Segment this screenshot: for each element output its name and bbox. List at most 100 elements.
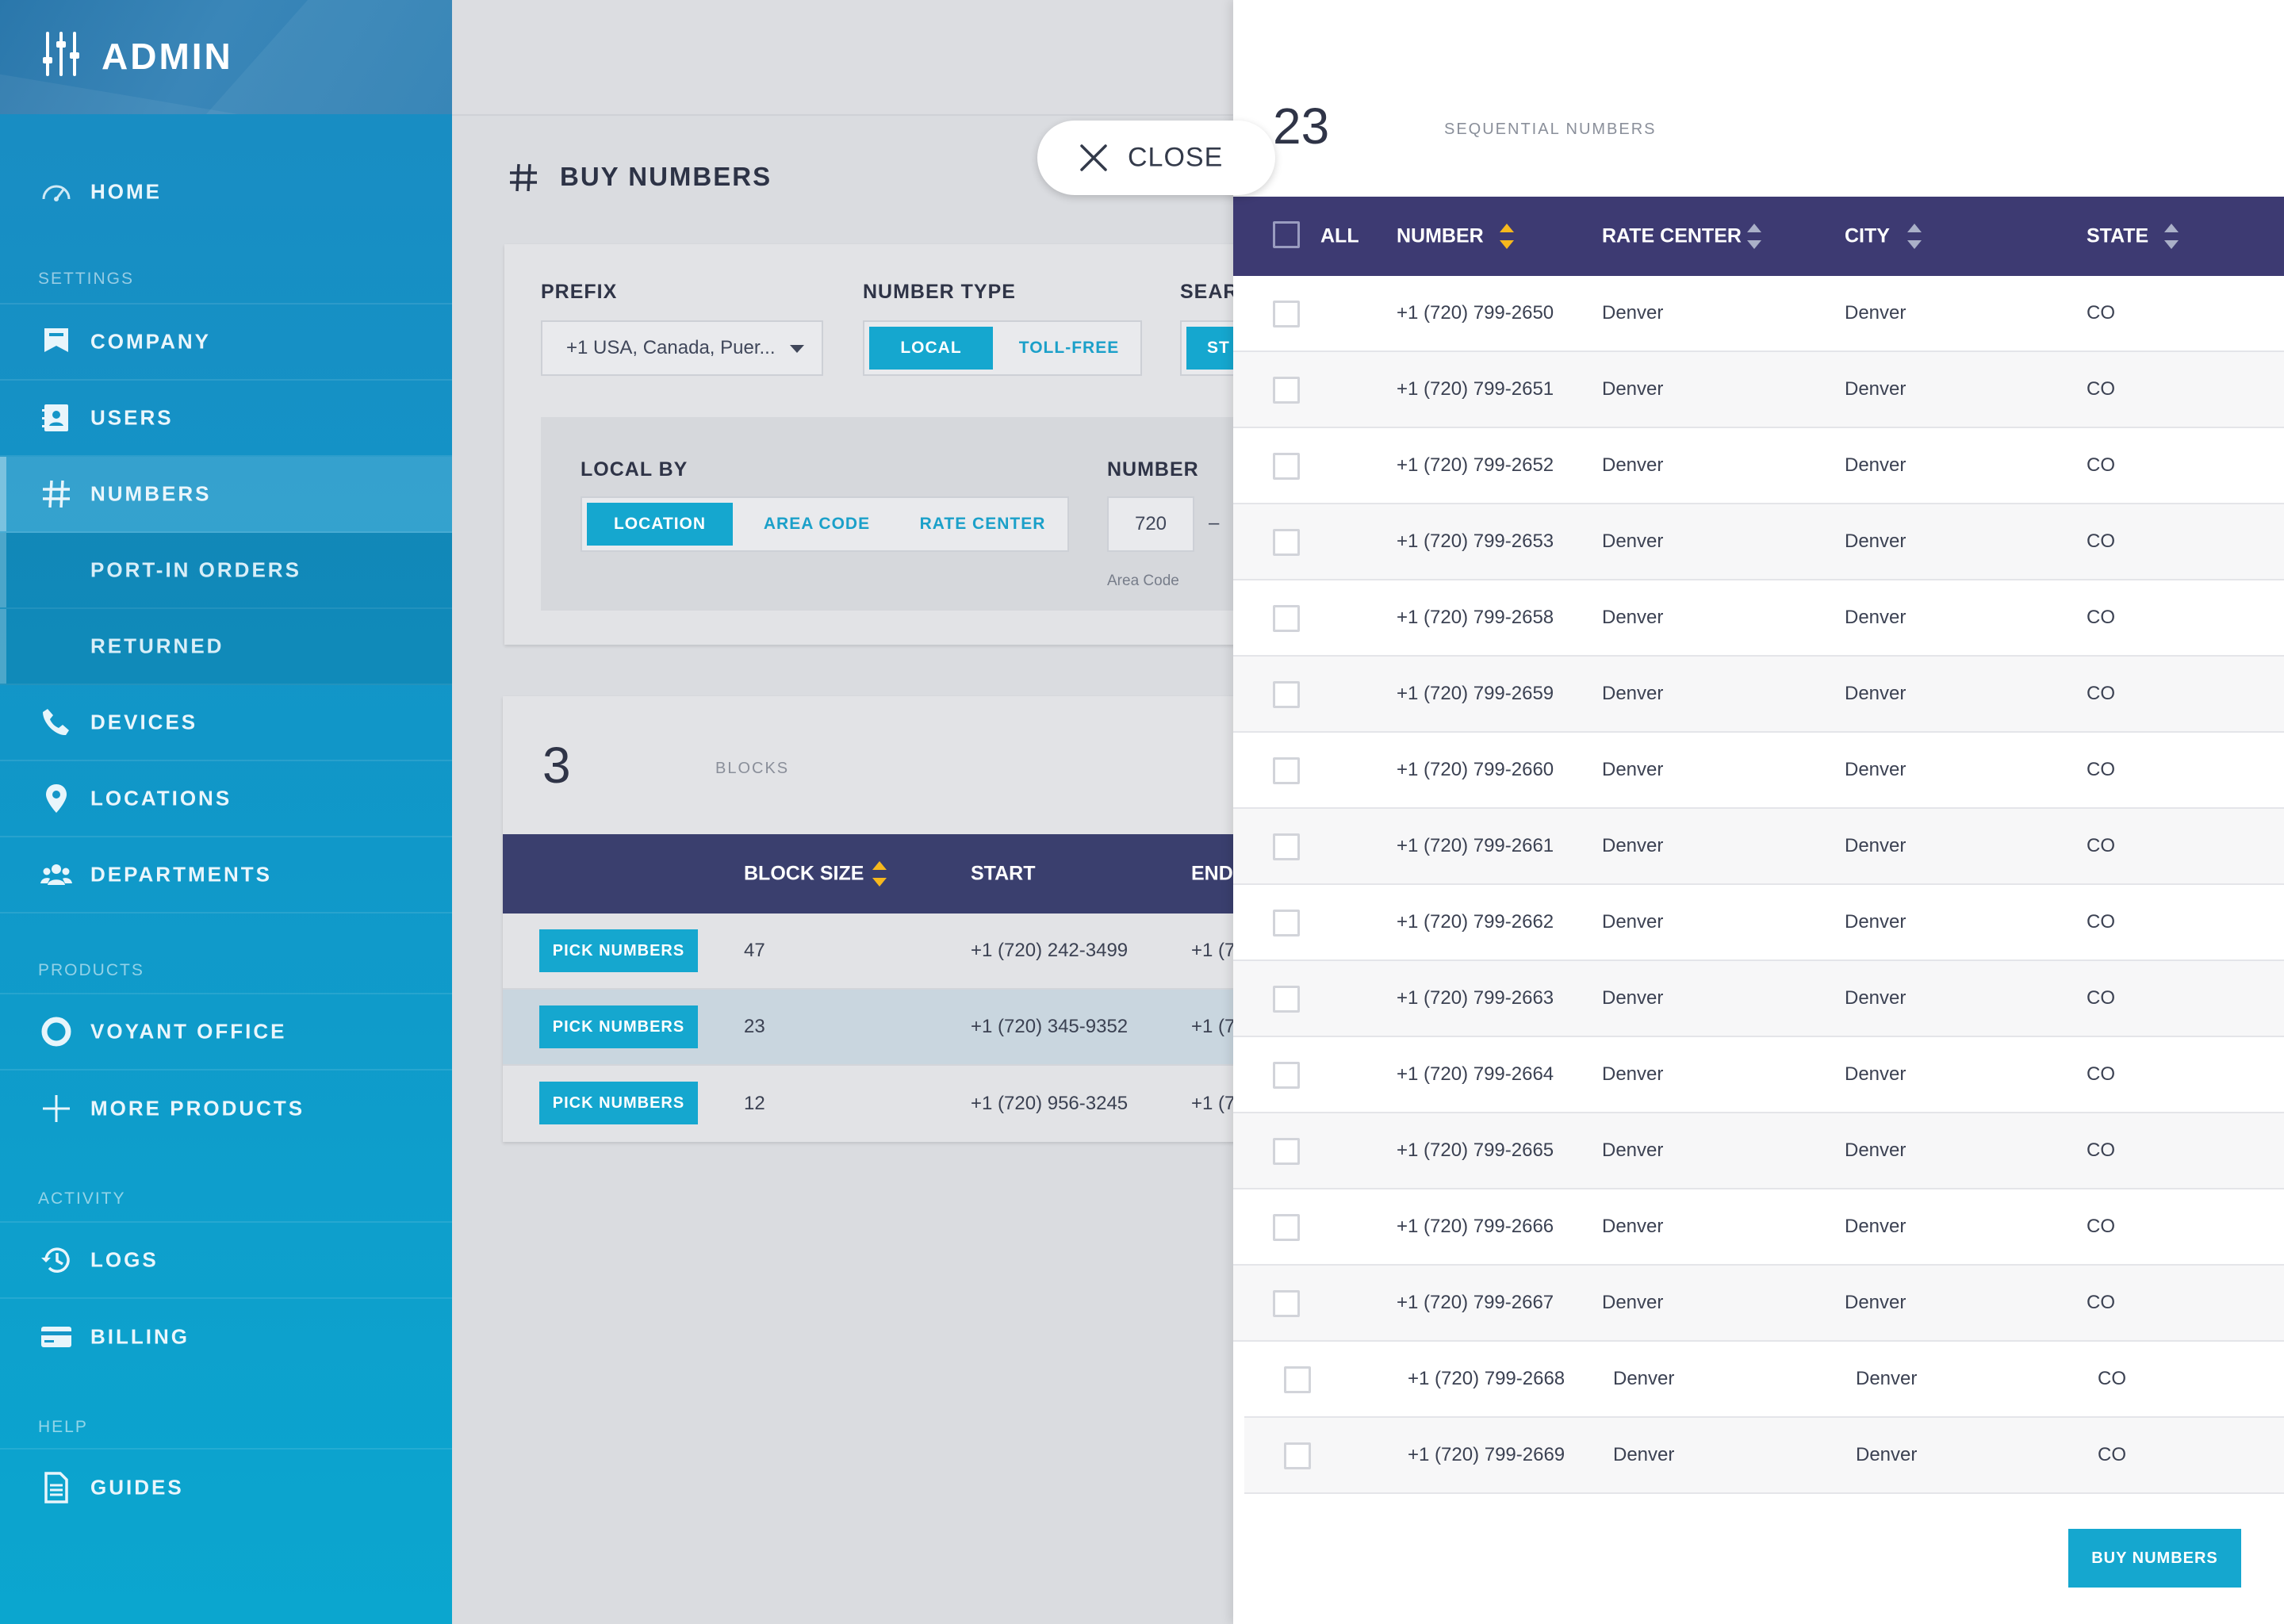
sidebar-item-users[interactable]: USERS xyxy=(0,381,452,457)
phone-icon xyxy=(43,709,69,736)
row-checkbox[interactable] xyxy=(1273,377,1300,404)
table-row[interactable]: +1 (720) 799-2652 Denver Denver CO xyxy=(1233,428,2284,504)
col-number[interactable]: NUMBER xyxy=(1397,224,1484,247)
table-row[interactable]: +1 (720) 799-2664 Denver Denver CO xyxy=(1233,1037,2284,1113)
search-toggle: ST xyxy=(1180,320,1244,376)
row-checkbox[interactable] xyxy=(1273,605,1300,632)
table-row[interactable]: +1 (720) 799-2668 Denver Denver CO xyxy=(1244,1342,2284,1418)
divider xyxy=(0,1221,452,1223)
sidebar-item-home[interactable]: HOME xyxy=(0,154,452,230)
buy-numbers-button[interactable]: BUY NUMBERS xyxy=(2068,1529,2241,1588)
local-by-rate-center[interactable]: RATE CENTER xyxy=(919,515,1046,533)
sidebar-subitem-port-in-orders[interactable]: PORT-IN ORDERS xyxy=(0,533,452,609)
area-code-input[interactable]: 720 xyxy=(1107,496,1194,552)
col-city[interactable]: CITY xyxy=(1845,224,1890,247)
number-cell: +1 (720) 799-2667 xyxy=(1397,1292,1554,1313)
rate-center-cell: Denver xyxy=(1602,683,1664,704)
sidebar-item-label: HOME xyxy=(90,179,162,204)
pick-numbers-button[interactable]: PICK NUMBERS xyxy=(539,929,698,972)
table-row[interactable]: +1 (720) 799-2660 Denver Denver CO xyxy=(1233,733,2284,809)
local-by-area-code[interactable]: AREA CODE xyxy=(763,515,871,533)
sequential-count-label: SEQUENTIAL NUMBERS xyxy=(1444,121,1657,138)
row-checkbox[interactable] xyxy=(1273,757,1300,784)
number-cell: +1 (720) 799-2651 xyxy=(1397,378,1554,400)
local-by-location[interactable]: LOCATION xyxy=(587,503,733,546)
row-checkbox[interactable] xyxy=(1273,681,1300,708)
rate-center-cell: Denver xyxy=(1602,607,1664,628)
rate-center-cell: Denver xyxy=(1602,1216,1664,1237)
col-state[interactable]: STATE xyxy=(2087,224,2149,247)
col-end[interactable]: END xyxy=(1191,862,1233,885)
row-checkbox[interactable] xyxy=(1273,1290,1300,1317)
sidebar-item-devices[interactable]: DEVICES xyxy=(0,685,452,761)
blocks-count: 3 xyxy=(542,737,571,794)
table-row[interactable]: +1 (720) 799-2666 Denver Denver CO xyxy=(1233,1189,2284,1266)
sidebar-item-billing[interactable]: BILLING xyxy=(0,1299,452,1375)
sort-icon[interactable] xyxy=(872,861,887,887)
sidebar-item-more-products[interactable]: MORE PRODUCTS xyxy=(0,1071,452,1147)
table-row[interactable]: +1 (720) 799-2659 Denver Denver CO xyxy=(1233,657,2284,733)
table-row[interactable]: +1 (720) 799-2662 Denver Denver CO xyxy=(1233,885,2284,961)
sidebar-item-departments[interactable]: DEPARTMENTS xyxy=(0,837,452,914)
row-checkbox[interactable] xyxy=(1273,1138,1300,1165)
state-cell: CO xyxy=(2087,378,2115,400)
sidebar-item-locations[interactable]: LOCATIONS xyxy=(0,761,452,837)
row-checkbox[interactable] xyxy=(1273,833,1300,860)
state-cell: CO xyxy=(2087,1216,2115,1237)
col-rate-center[interactable]: RATE CENTER xyxy=(1602,224,1742,247)
row-checkbox[interactable] xyxy=(1273,301,1300,327)
table-row[interactable]: +1 (720) 799-2669 Denver Denver CO xyxy=(1244,1418,2284,1494)
local-by-panel: LOCAL BY LOCATION AREA CODE RATE CENTER … xyxy=(541,417,1237,611)
pick-numbers-button[interactable]: PICK NUMBERS xyxy=(539,1082,698,1124)
table-row[interactable]: +1 (720) 799-2661 Denver Denver CO xyxy=(1233,809,2284,885)
sidebar-subitem-returned[interactable]: RETURNED xyxy=(0,609,452,685)
row-checkbox[interactable] xyxy=(1273,1214,1300,1241)
table-row[interactable]: +1 (720) 799-2658 Denver Denver CO xyxy=(1233,580,2284,657)
table-row[interactable]: +1 (720) 799-2667 Denver Denver CO xyxy=(1233,1266,2284,1342)
sidebar-item-label: PORT-IN ORDERS xyxy=(90,557,301,582)
city-cell: Denver xyxy=(1845,1063,1907,1085)
sidebar-item-numbers[interactable]: NUMBERS xyxy=(0,457,452,533)
sort-icon[interactable] xyxy=(2164,224,2179,249)
sort-icon[interactable] xyxy=(1747,224,1761,249)
row-checkbox[interactable] xyxy=(1273,1062,1300,1089)
sidebar-item-logs[interactable]: LOGS xyxy=(0,1223,452,1299)
row-checkbox[interactable] xyxy=(1273,529,1300,556)
close-button[interactable]: CLOSE xyxy=(1037,121,1275,195)
col-start[interactable]: START xyxy=(971,862,1036,885)
prefix-select[interactable]: +1 USA, Canada, Puer... xyxy=(541,320,823,376)
divider xyxy=(0,303,452,304)
table-row[interactable]: +1 (720) 799-2653 Denver Denver CO xyxy=(1233,504,2284,580)
sort-icon[interactable] xyxy=(1907,224,1922,249)
col-all: ALL xyxy=(1320,224,1359,247)
select-all-checkbox[interactable] xyxy=(1273,221,1300,248)
state-cell: CO xyxy=(2087,530,2115,552)
sort-icon[interactable] xyxy=(1500,224,1514,249)
sidebar-item-label: BILLING xyxy=(90,1324,190,1349)
row-checkbox[interactable] xyxy=(1284,1366,1311,1393)
search-option-partial[interactable]: ST xyxy=(1186,327,1239,370)
flag-icon xyxy=(44,328,68,352)
table-row[interactable]: +1 (720) 799-2663 Denver Denver CO xyxy=(1233,961,2284,1037)
sidebar-item-company[interactable]: COMPANY xyxy=(0,304,452,381)
sidebar-item-label: RETURNED xyxy=(90,634,224,658)
city-cell: Denver xyxy=(1845,835,1907,856)
col-block-size[interactable]: BLOCK SIZE xyxy=(744,862,864,885)
table-row[interactable]: +1 (720) 799-2651 Denver Denver CO xyxy=(1233,352,2284,428)
sidebar-item-voyant-office[interactable]: VOYANT OFFICE xyxy=(0,994,452,1071)
row-checkbox[interactable] xyxy=(1284,1442,1311,1469)
sidebar-item-guides[interactable]: GUIDES xyxy=(0,1450,452,1526)
pick-numbers-button[interactable]: PICK NUMBERS xyxy=(539,1005,698,1048)
number-type-local[interactable]: LOCAL xyxy=(869,327,993,370)
divider xyxy=(0,1448,452,1450)
row-checkbox[interactable] xyxy=(1273,910,1300,936)
number-type-toll-free[interactable]: TOLL-FREE xyxy=(1018,339,1120,357)
row-checkbox[interactable] xyxy=(1273,986,1300,1013)
table-row[interactable]: +1 (720) 799-2665 Denver Denver CO xyxy=(1233,1113,2284,1189)
rate-center-cell: Denver xyxy=(1602,378,1664,400)
rate-center-cell: Denver xyxy=(1602,759,1664,780)
city-cell: Denver xyxy=(1845,1292,1907,1313)
number-cell: +1 (720) 799-2659 xyxy=(1397,683,1554,704)
row-checkbox[interactable] xyxy=(1273,453,1300,480)
table-row[interactable]: +1 (720) 799-2650 Denver Denver CO xyxy=(1233,276,2284,352)
